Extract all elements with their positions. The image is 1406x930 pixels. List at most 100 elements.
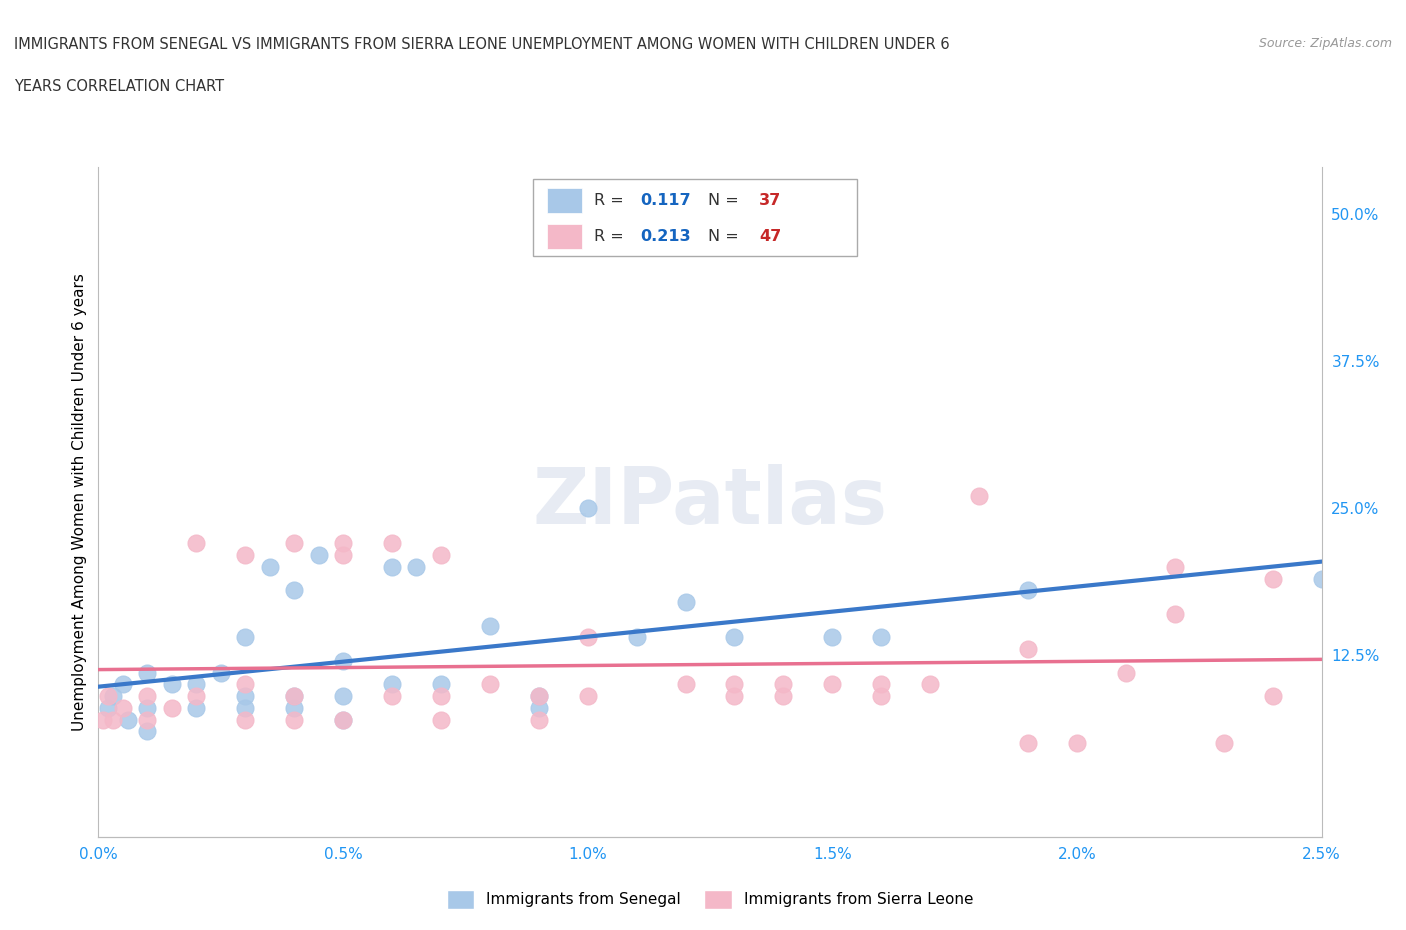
Point <box>283 700 305 715</box>
Point <box>186 700 208 715</box>
Point <box>1017 736 1039 751</box>
Text: ZIPatlas: ZIPatlas <box>533 464 887 540</box>
Point <box>332 712 354 727</box>
Text: 0.117: 0.117 <box>640 193 690 207</box>
Point <box>381 677 404 692</box>
Text: 0.213: 0.213 <box>640 229 690 244</box>
Legend: Immigrants from Senegal, Immigrants from Sierra Leone: Immigrants from Senegal, Immigrants from… <box>439 883 981 916</box>
Point <box>967 489 990 504</box>
Point <box>97 688 120 703</box>
Point <box>233 677 256 692</box>
Point <box>233 688 256 703</box>
Point <box>527 712 550 727</box>
Point <box>117 712 139 727</box>
Text: R =: R = <box>593 193 628 207</box>
Point <box>723 677 745 692</box>
Point <box>186 677 208 692</box>
Point <box>283 712 305 727</box>
Point <box>91 712 114 727</box>
Point <box>381 688 404 703</box>
Point <box>430 712 453 727</box>
Point <box>870 677 893 692</box>
Point <box>332 688 354 703</box>
Text: IMMIGRANTS FROM SENEGAL VS IMMIGRANTS FROM SIERRA LEONE UNEMPLOYMENT AMONG WOMEN: IMMIGRANTS FROM SENEGAL VS IMMIGRANTS FR… <box>14 37 949 52</box>
Point <box>772 688 794 703</box>
Point <box>478 677 501 692</box>
Point <box>283 688 305 703</box>
Point <box>101 712 124 727</box>
Point <box>1261 688 1284 703</box>
Point <box>1164 606 1187 621</box>
Point <box>233 712 256 727</box>
Point <box>576 500 599 515</box>
Point <box>186 536 208 551</box>
Point <box>430 688 453 703</box>
Point <box>1212 736 1234 751</box>
Y-axis label: Unemployment Among Women with Children Under 6 years: Unemployment Among Women with Children U… <box>72 273 87 731</box>
Point <box>101 688 124 703</box>
Point <box>186 688 208 703</box>
Point <box>430 548 453 563</box>
Point <box>626 630 648 644</box>
Text: YEARS CORRELATION CHART: YEARS CORRELATION CHART <box>14 79 224 94</box>
Point <box>136 665 159 680</box>
Point <box>920 677 942 692</box>
Point <box>332 654 354 669</box>
Point <box>1066 736 1088 751</box>
Point <box>527 688 550 703</box>
Point <box>136 724 159 738</box>
FancyBboxPatch shape <box>547 224 582 249</box>
Text: N =: N = <box>707 229 744 244</box>
FancyBboxPatch shape <box>533 179 856 256</box>
Point <box>723 630 745 644</box>
Point <box>259 559 281 574</box>
Point <box>136 700 159 715</box>
Point <box>233 548 256 563</box>
Point <box>576 688 599 703</box>
Point <box>381 559 404 574</box>
Point <box>1310 571 1333 586</box>
Point <box>478 618 501 633</box>
Point <box>209 665 232 680</box>
Point <box>527 688 550 703</box>
Point <box>233 700 256 715</box>
Point <box>675 594 697 609</box>
Point <box>870 630 893 644</box>
Point <box>1164 559 1187 574</box>
Point <box>136 688 159 703</box>
Point <box>1017 583 1039 598</box>
Text: 47: 47 <box>759 229 782 244</box>
Point <box>527 700 550 715</box>
Point <box>160 677 183 692</box>
Point <box>332 536 354 551</box>
FancyBboxPatch shape <box>547 188 582 213</box>
Point <box>283 536 305 551</box>
Point <box>381 536 404 551</box>
Text: Source: ZipAtlas.com: Source: ZipAtlas.com <box>1258 37 1392 50</box>
Point <box>405 559 427 574</box>
Point <box>772 677 794 692</box>
Point <box>821 630 844 644</box>
Text: N =: N = <box>707 193 744 207</box>
Text: 37: 37 <box>759 193 782 207</box>
Point <box>675 677 697 692</box>
Point <box>160 700 183 715</box>
Point <box>111 700 134 715</box>
Point <box>332 548 354 563</box>
Point <box>136 712 159 727</box>
Point <box>111 677 134 692</box>
Point <box>576 630 599 644</box>
Point <box>1115 665 1137 680</box>
Point <box>332 712 354 727</box>
Point <box>283 583 305 598</box>
Point <box>723 688 745 703</box>
Point <box>308 548 330 563</box>
Point <box>1261 571 1284 586</box>
Point <box>430 677 453 692</box>
Text: R =: R = <box>593 229 628 244</box>
Point <box>283 688 305 703</box>
Point <box>97 700 120 715</box>
Point <box>233 630 256 644</box>
Point <box>870 688 893 703</box>
Point <box>821 677 844 692</box>
